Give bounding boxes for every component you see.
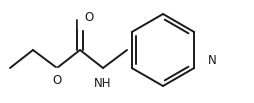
Text: NH: NH: [94, 77, 112, 90]
Text: O: O: [52, 74, 62, 87]
Text: N: N: [208, 53, 217, 67]
Text: O: O: [84, 11, 93, 23]
